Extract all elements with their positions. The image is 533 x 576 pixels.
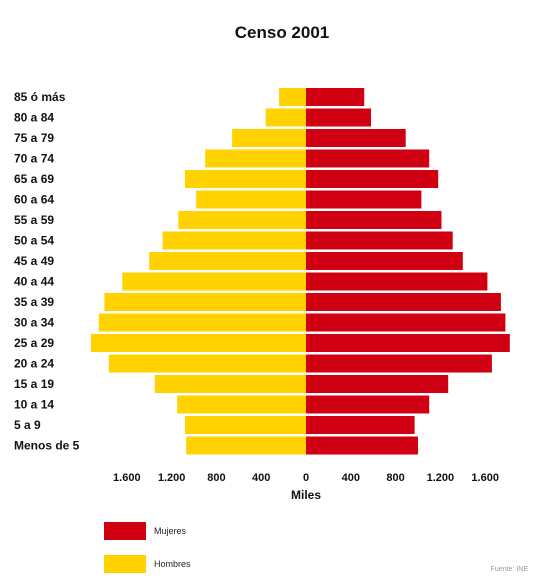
hombres-bar xyxy=(185,416,306,434)
category-label: 40 a 44 xyxy=(14,275,54,289)
hombres-bar xyxy=(178,211,306,229)
x-tick-label: 400 xyxy=(342,472,360,484)
mujeres-bar xyxy=(306,149,430,168)
x-axis-label: Miles xyxy=(291,488,321,502)
category-label: 70 a 74 xyxy=(14,152,54,166)
mujeres-bar xyxy=(306,211,442,229)
hombres-legend-swatch xyxy=(104,555,146,573)
legend: Mujeres Hombres xyxy=(104,522,191,573)
x-tick-label: 800 xyxy=(207,472,225,484)
category-label: 85 ó más xyxy=(14,90,66,104)
mujeres-bar xyxy=(306,129,406,147)
mujeres-bar xyxy=(306,231,453,250)
hombres-bar xyxy=(149,252,306,270)
hombres-bar xyxy=(177,395,306,414)
mujeres-bar xyxy=(306,395,430,414)
hombres-bar xyxy=(104,293,307,311)
mujeres-bar xyxy=(306,293,501,311)
mujeres-legend-swatch xyxy=(104,522,146,540)
mujeres-bar xyxy=(306,170,439,188)
hombres-bar xyxy=(98,313,306,332)
category-label: 60 a 64 xyxy=(14,193,54,207)
x-tick-label: 1.200 xyxy=(427,472,455,484)
category-label: 35 a 39 xyxy=(14,295,54,309)
mujeres-bar xyxy=(306,354,492,373)
hombres-bar xyxy=(186,436,306,455)
x-tick-label: 0 xyxy=(303,472,309,484)
category-label: 75 a 79 xyxy=(14,131,54,145)
mujeres-legend-label: Mujeres xyxy=(154,526,187,536)
mujeres-bar xyxy=(306,272,488,291)
hombres-bar xyxy=(154,375,306,393)
x-tick-label: 1.600 xyxy=(113,472,141,484)
mujeres-bar xyxy=(306,334,510,352)
mujeres-bar xyxy=(306,190,422,209)
category-label: 80 a 84 xyxy=(14,111,54,125)
hombres-bar xyxy=(205,149,306,168)
mujeres-bar xyxy=(306,436,418,455)
mujeres-bar xyxy=(306,375,449,393)
category-label: 65 a 69 xyxy=(14,172,54,186)
hombres-bar xyxy=(279,88,306,106)
category-label: 45 a 49 xyxy=(14,254,54,268)
x-tick-labels: 1.600 1.200 800 400 0 400 800 1.200 1.600 xyxy=(113,472,499,484)
category-label: 20 a 24 xyxy=(14,357,54,371)
x-tick-label: 800 xyxy=(386,472,404,484)
hombres-bar xyxy=(185,170,306,188)
category-label: 10 a 14 xyxy=(14,398,54,412)
category-label: 25 a 29 xyxy=(14,336,54,350)
category-label: 30 a 34 xyxy=(14,316,54,330)
hombres-bar xyxy=(122,272,306,291)
hombres-bar xyxy=(108,354,307,373)
hombres-bar xyxy=(232,129,306,147)
hombres-bar xyxy=(196,190,306,209)
hombres-bar xyxy=(162,231,306,250)
category-label: Menos de 5 xyxy=(14,439,80,453)
hombres-legend-label: Hombres xyxy=(154,559,191,569)
source-note: Fuente: INE xyxy=(491,566,529,573)
category-label: 15 a 19 xyxy=(14,377,54,391)
mujeres-bar xyxy=(306,88,365,106)
bars-group xyxy=(91,88,510,455)
category-label: 50 a 54 xyxy=(14,234,54,248)
mujeres-bar xyxy=(306,416,415,434)
category-label: 55 a 59 xyxy=(14,213,54,227)
hombres-bar xyxy=(265,108,306,127)
mujeres-bar xyxy=(306,313,506,332)
category-labels: 85 ó más 80 a 84 75 a 79 70 a 74 65 a 69 60 a… xyxy=(14,90,80,453)
hombres-bar xyxy=(91,334,306,352)
mujeres-bar xyxy=(306,252,463,270)
mujeres-bar xyxy=(306,108,371,127)
x-tick-label: 1.200 xyxy=(158,472,186,484)
x-tick-label: 400 xyxy=(252,472,270,484)
category-label: 5 a 9 xyxy=(14,418,41,432)
x-tick-label: 1.600 xyxy=(471,472,499,484)
chart-title: Censo 2001 xyxy=(235,23,330,42)
